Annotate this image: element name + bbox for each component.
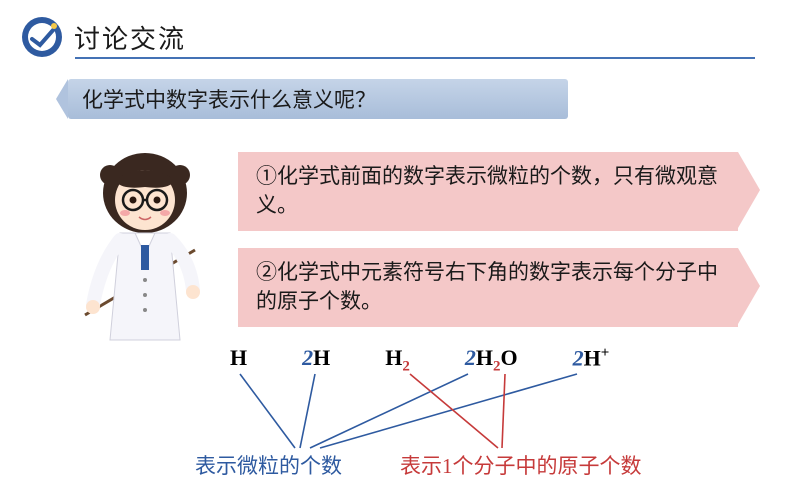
answer-text-2: ②化学式中元素符号右下角的数字表示每个分子中的原子个数。 xyxy=(256,258,720,317)
question-bar: 化学式中数字表示什么意义呢？ xyxy=(68,79,568,119)
connector-lines xyxy=(200,360,660,455)
label-atom-count: 表示1个分子中的原子个数 xyxy=(400,450,642,480)
section-title: 讨论交流 xyxy=(74,19,186,56)
header: 讨论交流 xyxy=(0,0,794,59)
label-particle-count: 表示微粒的个数 xyxy=(195,450,342,480)
title-underline xyxy=(75,57,755,59)
logo-icon xyxy=(20,15,64,59)
answer-text-1: ①化学式前面的数字表示微粒的个数，只有微观意义。 xyxy=(256,162,720,221)
question-text: 化学式中数字表示什么意义呢？ xyxy=(82,84,376,114)
answer-box-1: ①化学式前面的数字表示微粒的个数，只有微观意义。 xyxy=(238,152,738,231)
teacher-character xyxy=(75,145,215,345)
answer-box-2: ②化学式中元素符号右下角的数字表示每个分子中的原子个数。 xyxy=(238,248,738,327)
